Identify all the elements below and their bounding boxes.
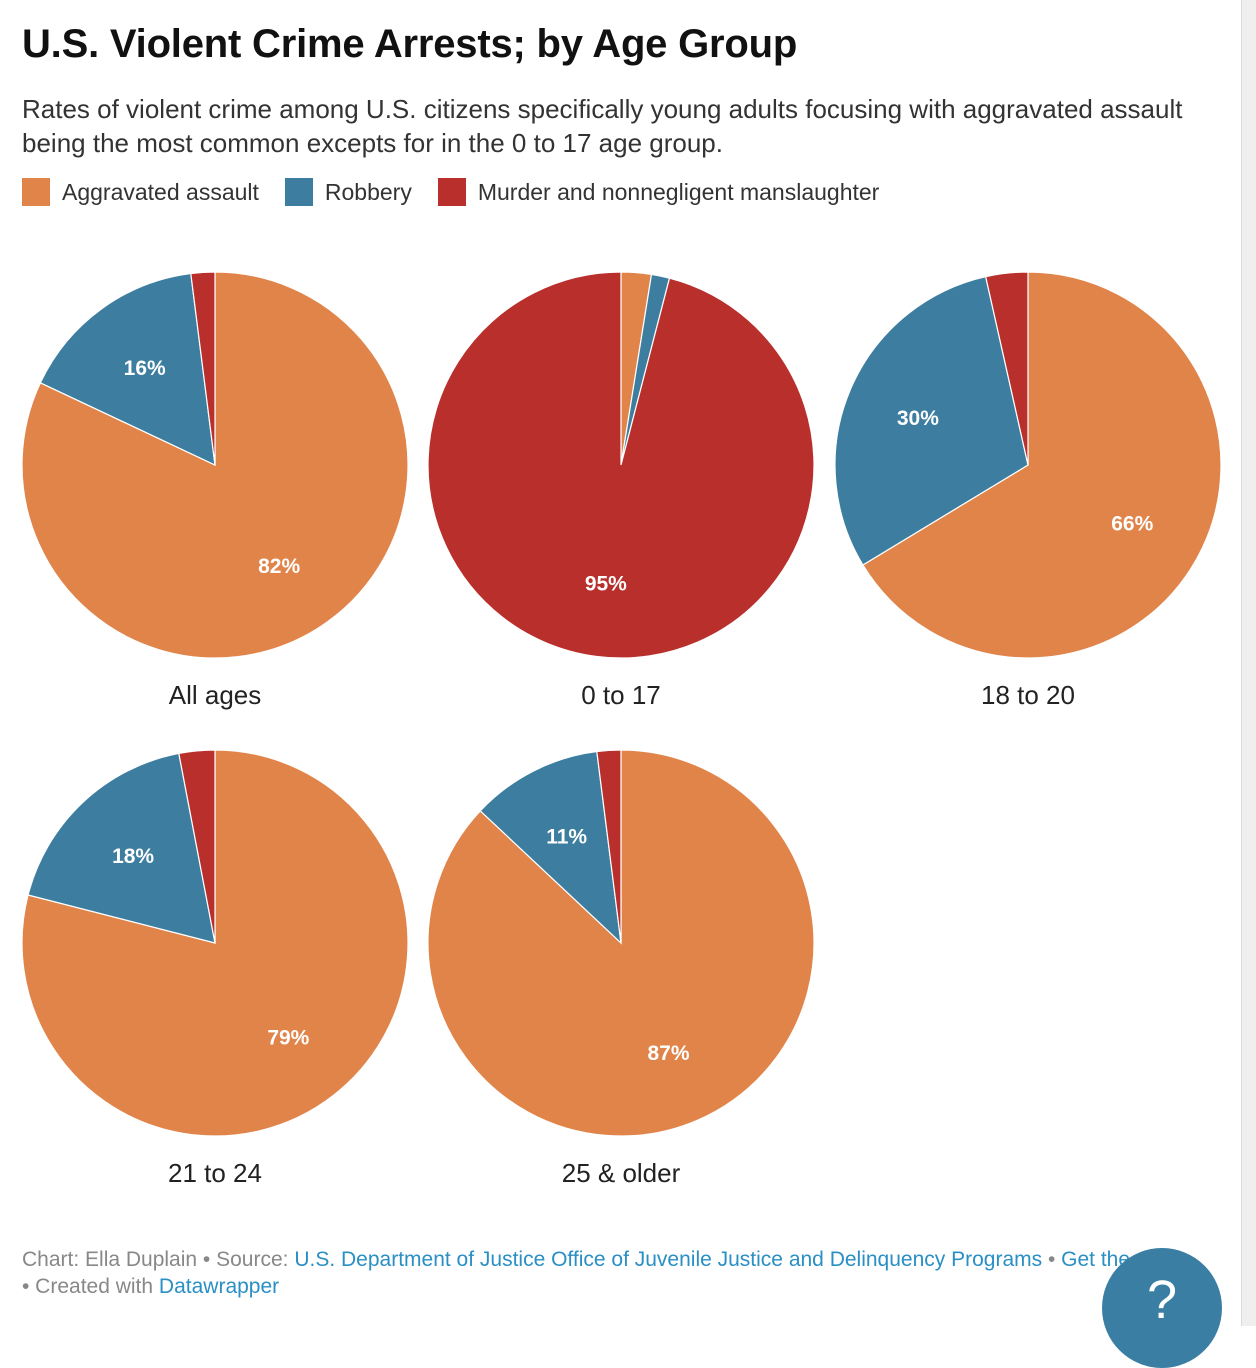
pie-all-ages: 82% 16% All ages: [21, 271, 409, 710]
pie-charts: 82% 16% All ages 95% 0 to 17 66% 30% 18 to 20 79…: [21, 271, 1222, 1188]
legend-label-aggravated: Aggravated assault: [62, 178, 259, 205]
pie-group-label-all-ages: All ages: [169, 680, 262, 710]
pie-0-to-17: 95% 0 to 17: [427, 271, 815, 710]
pie-slice-0-to-17-murder: [427, 271, 815, 659]
pie-slice-18-to-20-murder: [984, 271, 1029, 466]
pie-value-label-18-to-20-aggravated: 66%: [1111, 513, 1153, 536]
pie-slice-25-and-older-murder: [596, 749, 622, 944]
pie-value-label-18-to-20-robbery: 30%: [897, 407, 939, 430]
legend-swatch-aggravated: [22, 178, 50, 206]
pie-18-to-20: 66% 30% 18 to 20: [834, 271, 1222, 710]
pie-slice-21-to-24-murder: [178, 749, 216, 944]
footer-created: • Created with: [22, 1275, 159, 1298]
chart-subtitle: Rates of violent crime among U.S. citize…: [22, 94, 1183, 158]
pie-slice-21-to-24-aggravated: [21, 749, 409, 1137]
pie-value-label-all-ages-robbery: 16%: [124, 357, 166, 380]
pie-21-to-24: 79% 18% 21 to 24: [21, 749, 409, 1188]
pie-group-label-0-to-17: 0 to 17: [581, 680, 661, 710]
legend-item-aggravated: Aggravated assault: [22, 178, 259, 206]
help-button[interactable]: ?: [1102, 1248, 1222, 1368]
legend-label-murder: Murder and nonnegligent manslaughter: [477, 178, 880, 205]
pie-slice-18-to-20-robbery: [834, 275, 1029, 566]
pie-group-label-21-to-24: 21 to 24: [168, 1158, 262, 1188]
pie-slice-all-ages-robbery: [39, 272, 216, 467]
source-link[interactable]: U.S. Department of Justice Office of Juv…: [294, 1248, 1043, 1271]
pie-slice-21-to-24-robbery: [27, 752, 216, 944]
pie-group-label-18-to-20: 18 to 20: [981, 680, 1075, 710]
pie-group-label-25-and-older: 25 & older: [562, 1158, 681, 1188]
pie-value-label-0-to-17-murder: 95%: [585, 573, 627, 596]
chart-title: U.S. Violent Crime Arrests; by Age Group: [22, 22, 798, 66]
legend-item-murder: Murder and nonnegligent manslaughter: [437, 178, 880, 206]
window-edge: [1241, 0, 1256, 1326]
pie-slice-25-and-older-robbery: [479, 750, 622, 945]
legend-swatch-robbery: [284, 178, 313, 206]
help-icon: ?: [1146, 1270, 1178, 1330]
pie-25-and-older: 87% 11% 25 & older: [427, 749, 815, 1188]
pie-value-label-21-to-24-aggravated: 79%: [267, 1027, 309, 1050]
pie-value-label-all-ages-aggravated: 82%: [258, 555, 300, 578]
legend-swatch-murder: [437, 178, 466, 206]
legend-item-robbery: Robbery: [284, 178, 412, 206]
footer: Chart: Ella Duplain • Source: U.S. Depar…: [22, 1246, 1222, 1300]
legend-label-robbery: Robbery: [324, 178, 412, 205]
footer-separator: •: [1042, 1248, 1062, 1271]
pie-slice-all-ages-murder: [190, 271, 216, 466]
pie-value-label-25-and-older-aggravated: 87%: [648, 1042, 690, 1065]
legend: Aggravated assault Robbery Murder and no…: [22, 178, 905, 206]
footer-credit: Chart: Ella Duplain • Source:: [22, 1248, 295, 1271]
pie-value-label-25-and-older-robbery: 11%: [546, 825, 587, 848]
pie-slice-18-to-20-aggravated: [862, 271, 1222, 659]
pie-value-label-21-to-24-robbery: 18%: [112, 845, 154, 868]
datawrapper-link[interactable]: Datawrapper: [158, 1275, 280, 1298]
